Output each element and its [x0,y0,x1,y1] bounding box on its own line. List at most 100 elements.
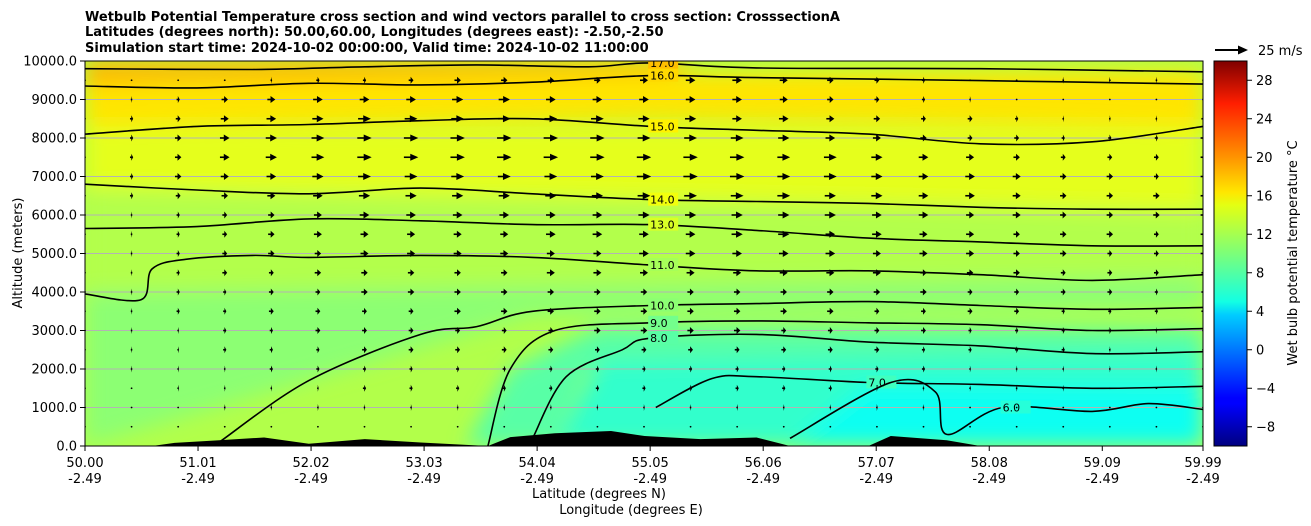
wind-vector [130,250,133,257]
wind-vector-head [410,346,414,354]
wind-vector [1109,115,1111,123]
wind-vector-head [549,230,556,238]
wind-vector-head [456,96,464,103]
wind-vector-dot [922,425,925,428]
wind-vector-head [550,307,555,315]
wind-vector-head [969,365,971,373]
wind-vector [1107,250,1113,257]
wind-vector [966,230,975,238]
wind-vector-head [736,230,743,238]
wind-vector [313,211,322,219]
x-tick-label-lon: -2.49 [1186,472,1220,487]
wind-vector-head [550,76,555,84]
wind-vector-head [783,346,787,354]
wind-vector-head [969,134,973,142]
wind-vector [1060,269,1066,277]
wind-vector-head [316,96,323,103]
wind-vector-head [550,346,554,354]
wind-vector [406,211,416,219]
wind-vector-head [1062,134,1065,142]
wind-vector-head [409,173,418,180]
wind-vector-head [829,307,834,315]
wind-vector-head [875,211,882,219]
wind-vector [450,153,465,161]
wind-vector [404,173,418,180]
wind-vector-head [457,288,461,296]
wind-vector [918,153,929,161]
wind-vector-head [271,384,273,392]
wind-vector-head [363,211,370,219]
wind-vector-head [923,115,926,123]
wind-vector-head [224,288,227,296]
wind-vector [358,192,371,200]
wind-vector [639,96,649,103]
wind-vector-head [923,327,926,334]
wind-vector-head [456,211,463,219]
wind-vector [270,76,273,84]
wind-vector [453,250,462,257]
wind-vector [503,404,506,411]
wind-vector-head [1062,153,1066,161]
wind-vector [362,307,367,315]
wind-vector-dot [689,425,692,428]
wind-vector [1155,425,1158,428]
wind-vector [219,153,230,161]
wind-vector [1014,307,1020,315]
wind-vector-head [596,76,601,84]
wind-vector [176,211,180,219]
wind-vector-dot [1015,406,1018,409]
wind-vector [823,173,837,180]
y-tick-label: 6000.0 [32,209,78,224]
wind-vector-head [456,153,465,161]
wind-vector-head [1156,346,1158,354]
wind-vector [966,250,975,257]
wind-vector [130,365,133,373]
y-tick-label: 5000.0 [32,247,78,262]
wind-vector-head [1109,192,1114,200]
wind-vector [1015,115,1019,123]
wind-vector-head [876,327,880,334]
wind-vector-head [1109,250,1113,257]
wind-vector [1155,406,1158,409]
wind-vector-head [782,153,791,161]
wind-vector-head [596,307,601,315]
wind-vector [967,307,973,315]
wind-vector-head [316,192,323,200]
wind-vector [732,76,742,84]
y-tick-label: 10000.0 [23,55,77,70]
wind-vector-head [317,365,320,373]
wind-vector-head [643,327,648,334]
wind-vector-head [829,134,836,142]
wind-vector-head [969,327,972,334]
wind-vector-head [1062,250,1067,257]
wind-vector-head [596,173,604,180]
wind-vector [223,384,226,392]
wind-vector [966,269,974,277]
x-tick-label-lat: 51.01 [179,456,216,471]
y-tick-label: 9000.0 [32,93,78,108]
wind-vector-head [316,134,325,142]
wind-vector-head [410,230,416,238]
wind-vector-head [596,288,601,296]
wind-vector-head [922,230,928,238]
wind-vector [543,153,559,161]
wind-vector-head [876,76,880,84]
wind-vector-head [457,365,460,373]
wind-vector [823,153,837,161]
wind-vector-head [923,346,926,354]
contour-label-14.0: 14.0 [650,194,675,207]
wind-vector-head [131,230,133,238]
wind-vector [311,153,325,161]
wind-vector [268,211,275,219]
wind-vector-head [922,153,929,161]
wind-vector-head [1109,115,1111,123]
wind-vector-head [922,192,929,200]
wind-vector-head [1015,173,1021,180]
wind-vector-head [224,346,227,354]
wind-vector [1060,250,1067,257]
wind-vector [922,404,925,411]
x-tick-label-lat: 59.09 [1084,456,1121,471]
wind-vector-head [689,288,694,296]
wind-vector [317,404,319,411]
wind-vector-head [457,404,459,411]
